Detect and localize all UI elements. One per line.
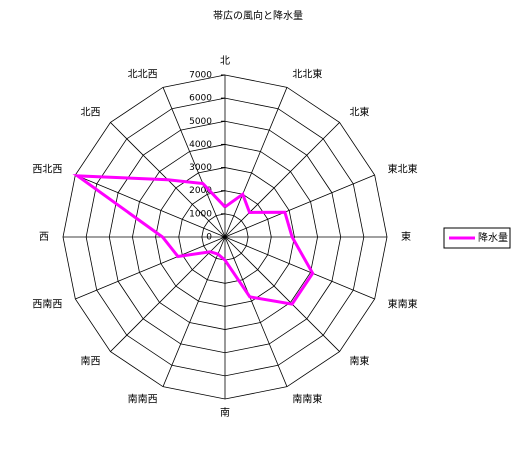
category-label: 北: [220, 55, 230, 67]
axis-spoke: [224, 174, 375, 238]
y-tick-label: 6000: [189, 94, 212, 104]
axis-spoke: [224, 122, 340, 238]
category-label: 北北西: [128, 68, 158, 80]
axis-spoke: [162, 87, 226, 238]
category-label: 南西: [81, 354, 101, 367]
axis-spoke: [75, 174, 226, 238]
category-label: 南南西: [128, 393, 158, 406]
category-label: 北北東: [292, 67, 322, 80]
axis-spoke: [224, 236, 288, 387]
axis-spoke: [162, 236, 226, 387]
chart-title: 帯広の風向と降水量: [213, 9, 303, 22]
y-tick-label: 1000: [189, 209, 212, 219]
axis-spoke: [224, 87, 288, 238]
axis-spoke: [75, 236, 226, 300]
legend-label: 降水量: [478, 231, 508, 244]
category-label: 南東: [349, 354, 369, 367]
category-label: 西北西: [32, 164, 62, 176]
category-label: 東北東: [388, 163, 418, 176]
category-label: 南: [220, 406, 230, 419]
y-tick-label: 5000: [189, 117, 212, 127]
category-label: 北西: [81, 107, 101, 119]
category-label: 西南西: [32, 297, 62, 310]
axis-spoke: [110, 236, 226, 352]
category-label: 東南東: [388, 297, 418, 310]
axis-spoke: [224, 236, 375, 300]
category-label: 西: [39, 232, 49, 243]
category-label: 北東: [349, 106, 369, 119]
category-label: 東: [401, 230, 411, 243]
legend-box: [443, 227, 511, 249]
y-tick-label: 7000: [189, 71, 212, 81]
y-tick-label: 2000: [189, 186, 212, 196]
y-tick-label: 3000: [189, 163, 212, 173]
category-label: 南南東: [292, 393, 322, 406]
y-tick-label: 4000: [189, 140, 212, 150]
y-tick-label: 0: [206, 233, 212, 243]
axis-spoke: [224, 236, 340, 352]
series-line: [72, 174, 315, 306]
